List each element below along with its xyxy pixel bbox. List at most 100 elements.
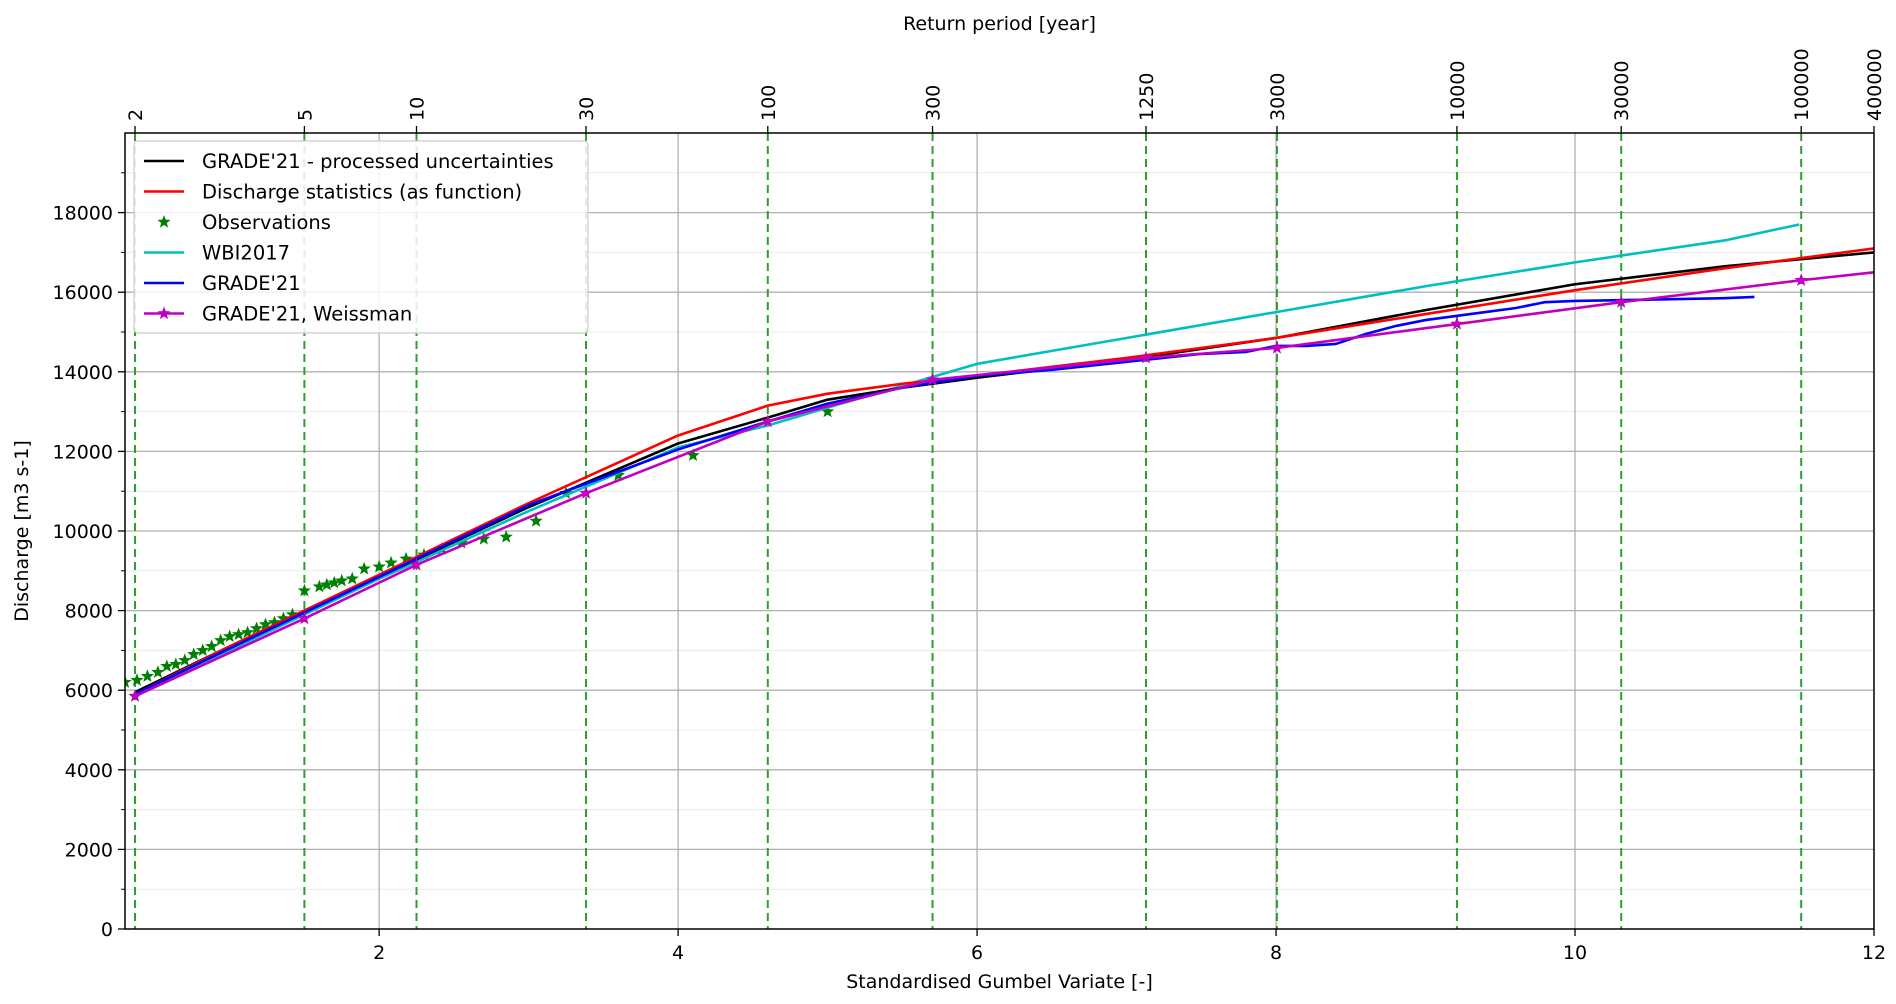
legend-label: GRADE'21 - processed uncertainties	[202, 150, 554, 173]
series-grade-21-weissman	[128, 271, 1874, 702]
return-period-label: 30	[576, 97, 598, 121]
data-point	[312, 579, 326, 593]
return-period-label: 100	[758, 85, 780, 121]
data-point	[267, 615, 282, 629]
data-point	[335, 573, 349, 587]
data-point	[1139, 350, 1153, 364]
data-point	[205, 639, 219, 653]
data-point	[240, 625, 255, 639]
legend-entry: Observations	[157, 211, 331, 234]
return-period-label: 2	[125, 109, 147, 121]
data-point	[327, 575, 341, 589]
data-point	[345, 571, 359, 585]
data-point	[579, 486, 593, 499]
x-tick-label: 8	[1270, 942, 1282, 964]
return-period-label: 3000	[1267, 73, 1289, 121]
data-point	[372, 559, 386, 573]
data-point	[529, 514, 543, 527]
series-wbi2017	[134, 223, 1800, 698]
legend-entry: WBI2017	[144, 242, 290, 265]
data-point	[258, 617, 273, 631]
legend-label: Discharge statistics (as function)	[202, 181, 522, 204]
data-point	[1794, 273, 1808, 286]
data-point	[140, 669, 155, 682]
return-period-label: 100000	[1791, 48, 1813, 121]
series-line	[134, 271, 1874, 698]
data-point	[820, 404, 835, 418]
data-point	[357, 561, 371, 575]
return-period-label: 10	[407, 97, 429, 121]
y-tick-label: 12000	[53, 441, 113, 463]
data-point	[686, 448, 700, 462]
series-line	[134, 247, 1874, 696]
data-point	[130, 673, 144, 686]
data-point	[285, 607, 300, 621]
legend: GRADE'21 - processed uncertainties Discha…	[133, 140, 589, 334]
x-tick-label: 10	[1563, 942, 1587, 964]
y-tick-label: 10000	[53, 521, 113, 543]
data-point	[1450, 317, 1464, 330]
data-point	[499, 529, 513, 543]
top-axis-title: Return period [year]	[903, 13, 1096, 35]
y-tick-label: 0	[101, 919, 113, 941]
series-layer	[125, 223, 1874, 702]
legend-label: GRADE'21, Weissman	[202, 303, 412, 326]
legend-swatch-marker	[157, 215, 171, 228]
data-point	[196, 643, 210, 657]
series-observations	[125, 404, 835, 688]
legend-entry: GRADE'21, Weissman	[144, 303, 412, 326]
return-period-label: 300	[923, 85, 945, 121]
x-tick-label: 6	[971, 942, 983, 964]
legend-swatch-marker	[157, 306, 171, 320]
y-tick-label: 16000	[53, 282, 113, 304]
y-axis-title: Discharge [m3 s-1]	[11, 440, 33, 622]
data-point	[1614, 295, 1628, 308]
data-point	[1270, 340, 1284, 354]
data-point	[297, 583, 312, 597]
data-point	[276, 611, 291, 625]
data-point	[125, 675, 132, 688]
axes-layer: 0 2000 4000 6000 8000 10000 12000 14000 16000 180…	[53, 48, 1887, 964]
data-point	[384, 555, 398, 569]
legend-label: Observations	[202, 211, 331, 234]
legend-entry: GRADE'21	[144, 272, 301, 295]
data-point	[249, 621, 264, 635]
data-point	[399, 551, 413, 565]
data-point	[128, 689, 142, 702]
x-tick-label: 4	[672, 942, 684, 964]
data-point	[320, 577, 334, 591]
return-period-label: 400000	[1864, 48, 1886, 121]
legend-entry: GRADE'21 - processed uncertainties	[144, 150, 554, 173]
data-point	[231, 627, 246, 641]
return-period-label: 1250	[1136, 73, 1158, 121]
legend-box	[133, 140, 589, 334]
data-point	[169, 657, 183, 670]
data-point	[214, 633, 228, 647]
legend-label: WBI2017	[202, 242, 290, 265]
legend-entry: Discharge statistics (as function)	[144, 181, 522, 204]
y-tick-label: 8000	[65, 601, 113, 623]
x-tick-label: 12	[1862, 942, 1886, 964]
y-tick-label: 6000	[65, 680, 113, 702]
series-discharge-statistics-as-function	[134, 247, 1874, 696]
data-point	[297, 611, 312, 625]
y-tick-label: 4000	[65, 760, 113, 782]
legend-label: GRADE'21	[202, 272, 301, 295]
data-point	[160, 659, 174, 672]
return-period-label: 5	[294, 109, 316, 121]
series-line	[134, 223, 1800, 698]
return-period-label: 30000	[1611, 61, 1633, 121]
data-point	[409, 557, 424, 571]
return-period-label: 10000	[1447, 61, 1469, 121]
x-axis-title: Standardised Gumbel Variate [-]	[846, 971, 1153, 993]
data-point	[222, 629, 237, 643]
data-point	[925, 372, 940, 386]
y-tick-label: 14000	[53, 362, 113, 384]
data-point	[178, 653, 192, 667]
x-tick-label: 2	[373, 942, 385, 964]
y-tick-label: 2000	[65, 839, 113, 861]
data-point	[761, 414, 775, 428]
y-tick-label: 18000	[53, 203, 113, 225]
data-point	[611, 468, 625, 481]
